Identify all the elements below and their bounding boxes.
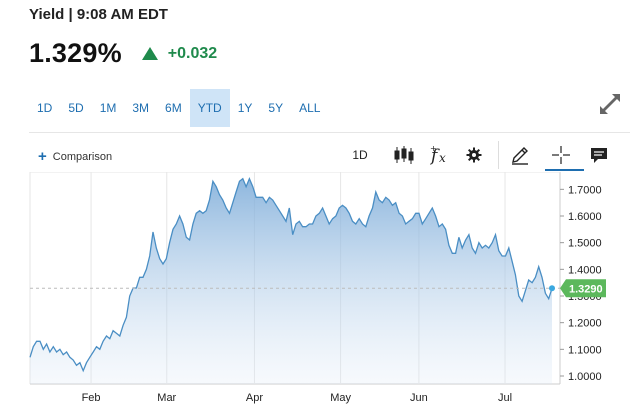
range-5d[interactable]: 5D [68,101,84,115]
annotation-icon[interactable] [587,142,611,168]
comparison-button[interactable]: + Comparison [38,148,112,165]
quote-price: 1.329% [29,38,122,68]
y-tick-6: 1.1000 [568,344,602,356]
svg-text:+: + [430,144,437,153]
quote-header: Yield | 9:08 AM EDT [29,6,168,23]
last-value-dot [549,285,555,292]
range-5y[interactable]: 5Y [268,101,284,115]
range-ytd[interactable]: YTD [189,89,230,127]
y-tick-3: 1.4000 [568,264,602,276]
gear-icon[interactable] [462,142,486,168]
x-tick-may: May [330,392,351,404]
range-1d[interactable]: 1D [37,101,53,115]
y-tick-1: 1.6000 [568,211,602,223]
range-1y[interactable]: 1Y [237,101,253,115]
up-arrow-icon [141,47,158,60]
last-value-badge-shape [560,279,606,298]
crosshair-icon[interactable] [548,142,574,168]
comparison-label: Comparison [52,150,113,163]
x-tick-jul: Jul [498,392,512,404]
x-tick-apr: Apr [246,392,263,404]
toolbar-divider [29,132,630,133]
time-range-selector: 1D 5D 1M 3M 6M YTD 1Y 5Y ALL [29,89,328,127]
y-tick-7: 1.0000 [568,371,602,383]
y-tick-5: 1.2000 [568,318,602,330]
x-axis: Feb Mar Apr May Jun Jul [82,392,512,404]
quote-row: 1.329% +0.032 [29,38,217,69]
range-all[interactable]: ALL [299,101,321,115]
area-fill [30,178,552,384]
last-value-label: 1.3290 [569,283,603,295]
range-3m[interactable]: 3M [132,101,150,115]
series-line [29,177,553,373]
plus-icon: + [38,148,47,165]
y-tick-0: 1.7000 [568,184,602,196]
range-1m[interactable]: 1M [99,101,117,115]
quote-change: +0.032 [167,44,218,62]
expand-icon[interactable] [596,90,624,118]
interval-button[interactable]: 1D [352,148,368,162]
range-6m[interactable]: 6M [165,101,182,115]
function-icon[interactable]: f x + [427,142,453,168]
svg-text:x: x [439,151,446,165]
yield-chart[interactable]: 1.70001.60001.50001.40001.30001.20001.10… [0,172,640,412]
pencil-icon[interactable] [507,142,533,168]
x-tick-feb: Feb [82,392,101,404]
toolbar-separator [498,141,499,169]
y-axis: 1.70001.60001.50001.40001.30001.20001.10… [560,184,602,383]
crosshair-active-indicator [545,169,584,171]
x-tick-jun: Jun [410,392,428,404]
svg-text:f: f [429,146,440,166]
x-tick-mar: Mar [157,392,176,404]
candlestick-icon[interactable] [391,142,417,168]
y-tick-2: 1.5000 [568,238,602,250]
last-value-badge: 1.3290 [560,279,606,298]
